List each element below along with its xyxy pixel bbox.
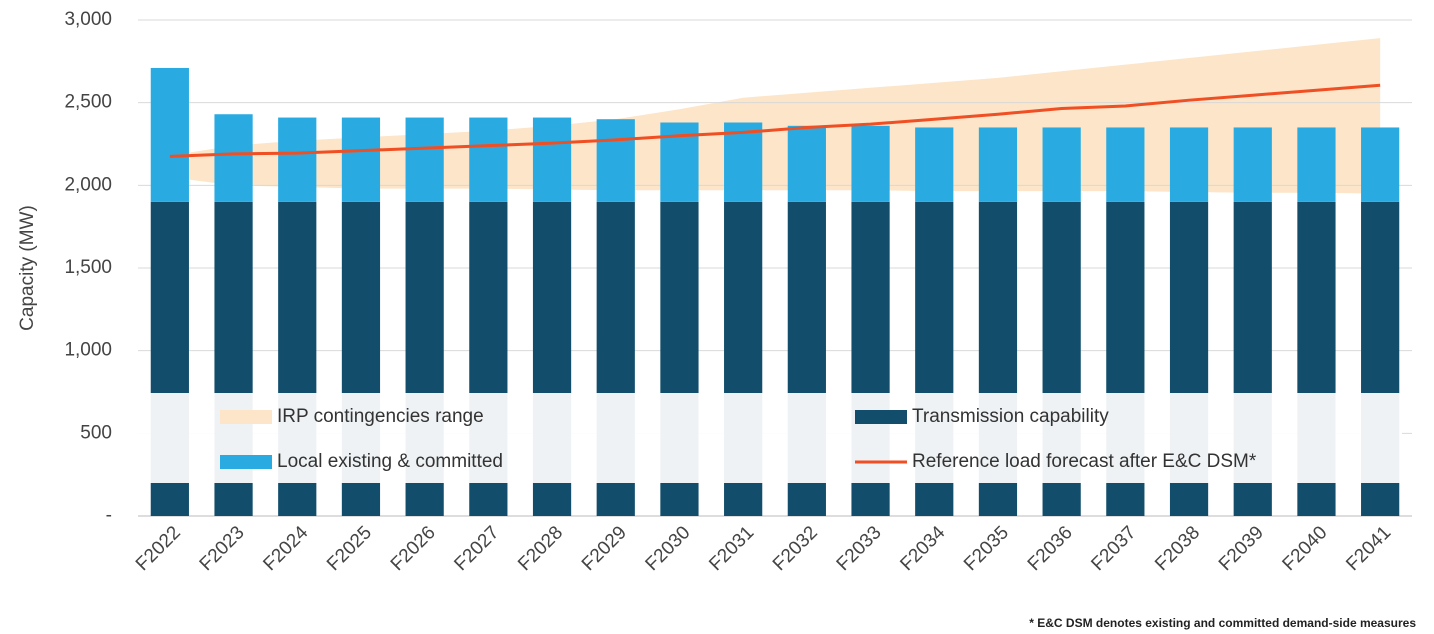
x-tick-label: F2032 — [769, 522, 822, 575]
x-tick-label: F2041 — [1342, 522, 1395, 575]
legend-label: Reference load forecast after E&C DSM* — [912, 451, 1257, 472]
x-tick-label: F2036 — [1024, 522, 1077, 575]
bar — [915, 127, 954, 202]
footnote: * E&C DSM denotes existing and committed… — [1029, 616, 1416, 630]
x-tick-label: F2038 — [1151, 522, 1204, 575]
y-tick-label: 2,500 — [64, 92, 112, 113]
x-tick-label: F2023 — [196, 522, 249, 575]
y-tick-label: 1,000 — [64, 340, 112, 361]
legend-swatch — [220, 410, 272, 424]
x-tick-label: F2022 — [132, 522, 185, 575]
bar — [978, 127, 1018, 202]
bar — [596, 119, 635, 202]
bar — [278, 117, 317, 202]
y-tick-label: 2,000 — [64, 174, 112, 195]
bar — [532, 117, 572, 202]
x-tick-label: F2040 — [1279, 522, 1332, 575]
bar — [787, 125, 826, 202]
y-axis-label: Capacity (MW) — [17, 205, 38, 331]
bar — [150, 67, 189, 202]
x-tick-label: F2035 — [960, 522, 1013, 575]
y-tick-label: - — [106, 505, 112, 526]
y-tick-label: 3,000 — [64, 9, 112, 30]
legend-label: IRP contingencies range — [277, 406, 484, 427]
x-tick-label: F2024 — [259, 522, 312, 575]
legend-swatch — [220, 455, 272, 469]
x-tick-label: F2037 — [1087, 522, 1140, 575]
bar — [341, 117, 381, 202]
bar — [1297, 127, 1336, 202]
bar — [851, 125, 890, 202]
legend-background — [138, 393, 1402, 483]
x-tick-label: F2025 — [323, 522, 376, 575]
x-tick-label: F2029 — [578, 522, 631, 575]
legend-label: Transmission capability — [912, 406, 1109, 427]
bar — [1106, 127, 1145, 202]
bar — [1042, 127, 1081, 202]
x-tick-label: F2028 — [514, 522, 567, 575]
legend-label: Local existing & committed — [277, 451, 503, 472]
x-tick-label: F2027 — [450, 522, 503, 575]
x-tick-label: F2033 — [833, 522, 886, 575]
x-tick-label: F2026 — [387, 522, 440, 575]
x-tick-label: F2030 — [642, 522, 695, 575]
bar — [469, 117, 508, 202]
bar — [1169, 127, 1209, 202]
y-tick-label: 500 — [80, 422, 112, 443]
legend-swatch — [855, 410, 907, 424]
bar — [1361, 127, 1400, 202]
x-tick-label: F2031 — [705, 522, 758, 575]
line — [169, 83, 1381, 158]
bar — [724, 122, 763, 202]
x-tick-label: F2039 — [1215, 522, 1268, 575]
y-tick-label: 1,500 — [64, 257, 112, 278]
bar — [214, 114, 253, 202]
x-tick-label: F2034 — [896, 522, 949, 575]
bar — [405, 117, 444, 202]
bar — [1233, 127, 1272, 202]
